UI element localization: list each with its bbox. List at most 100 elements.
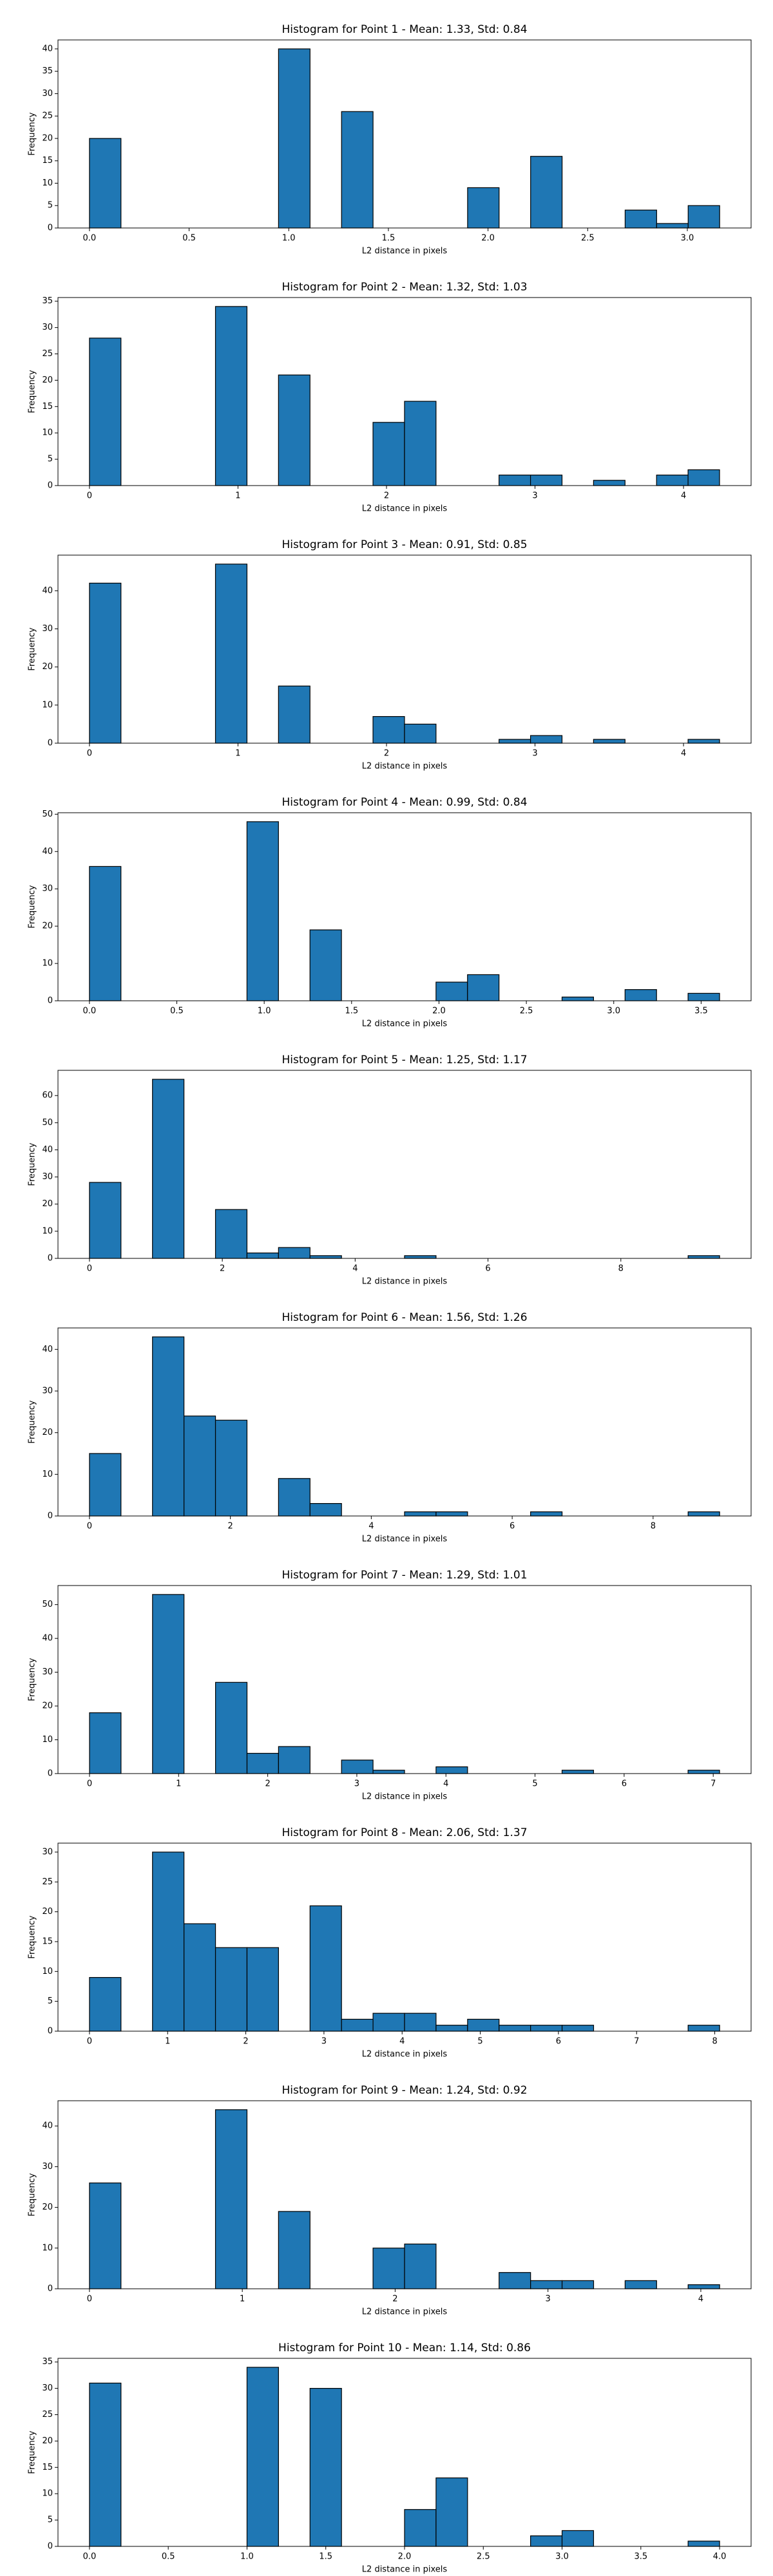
histogram-bar [89,582,122,744]
y-tick-label: 40 [42,1345,53,1354]
x-axis-label: L2 distance in pixels [362,1535,448,1544]
histogram-bar [89,1976,122,2032]
histogram-bar [215,306,248,486]
histogram-bar [89,1182,122,1259]
y-tick-label: 30 [42,1667,53,1677]
axes-frame [57,1585,752,1774]
histogram-bar [309,2388,342,2547]
y-tick-label: 50 [42,1118,53,1128]
histogram-panel: Histogram for Point 9 - Mean: 1.24, Std:… [28,2084,752,2317]
y-tick-label: 10 [42,1226,53,1236]
x-tick-label: 0 [87,2295,92,2304]
chart-title: Histogram for Point 6 - Mean: 1.56, Std:… [282,1311,527,1324]
x-tick-label: 0 [87,749,92,759]
x-tick-label: 8 [712,2037,717,2047]
y-axis-label: Frequency [28,1142,37,1186]
y-axis-label: Frequency [28,2173,37,2216]
x-tick-label: 0.5 [162,2552,175,2562]
histogram-bar [624,209,657,229]
histogram-bar [499,475,531,486]
x-tick-label: 4 [681,749,686,759]
y-tick-label: 15 [42,1937,53,1946]
x-tick-label: 1 [235,491,240,501]
x-axis-label: L2 distance in pixels [362,2565,448,2575]
x-tick-label: 2.0 [481,234,495,243]
x-tick-label: 2 [265,1779,270,1789]
y-tick-label: 40 [42,847,53,857]
y-tick-label: 35 [42,296,53,306]
y-tick-label: 25 [42,111,53,121]
histogram-bar [687,469,720,486]
y-tick-label: 5 [48,455,53,464]
histogram-bar [561,996,594,1001]
histogram-bar [687,992,720,1001]
y-tick-label: 0 [48,223,53,233]
histogram-bar [341,2018,374,2032]
histogram-bar [372,2012,405,2032]
histogram-bar [404,1255,437,1259]
histogram-bar [89,2183,122,2289]
y-tick-label: 40 [42,44,53,53]
histogram-bar [89,337,122,486]
histogram-bar [499,2272,531,2289]
x-axis-label: L2 distance in pixels [362,504,448,514]
axes-frame [57,297,752,486]
histogram-bar [215,2109,248,2289]
histogram-bar [530,735,563,744]
y-tick-label: 20 [42,2202,53,2212]
y-axis-label: Frequency [28,370,37,413]
histogram-bar [435,2025,468,2032]
histogram-bar [278,48,310,229]
x-tick-label: 3 [532,491,537,501]
histogram-bar [309,1502,342,1517]
histogram-bar [530,156,563,229]
histogram-bar [215,1947,248,2032]
histogram-bar [89,866,122,1001]
histogram-bar [530,2025,563,2032]
x-axis-label: L2 distance in pixels [362,2307,448,2317]
x-axis-label: L2 distance in pixels [362,1019,448,1029]
histogram-bar [89,138,122,229]
x-tick-label: 3.0 [681,234,694,243]
histogram-bar [530,475,563,486]
x-tick-label: 4 [698,2295,703,2304]
x-tick-label: 4 [399,2037,405,2047]
y-tick-label: 15 [42,402,53,412]
x-tick-label: 1 [235,749,240,759]
x-axis-label: L2 distance in pixels [362,247,448,256]
histogram-panel: Histogram for Point 1 - Mean: 1.33, Std:… [28,23,752,256]
y-tick-label: 20 [42,133,53,143]
x-tick-label: 3 [546,2295,551,2304]
histogram-bar [687,2284,720,2289]
chart-title: Histogram for Point 4 - Mean: 0.99, Std:… [282,796,527,809]
x-tick-label: 1 [176,1779,181,1789]
x-tick-label: 2.5 [520,1007,533,1016]
y-tick-label: 0 [48,739,53,748]
histogram-bar [309,929,342,1001]
histogram-bar [435,981,468,1001]
chart-title: Histogram for Point 2 - Mean: 1.32, Std:… [282,281,527,294]
histogram-bar [624,2280,657,2289]
y-tick-label: 25 [42,349,53,359]
y-tick-label: 35 [42,2357,53,2367]
x-tick-label: 2.0 [398,2552,412,2562]
histogram-bar [246,1947,279,2032]
histogram-panel: Histogram for Point 8 - Mean: 2.06, Std:… [28,1826,752,2060]
histogram-bar [467,187,500,229]
axes-frame [57,1327,752,1517]
histogram-bar [372,422,405,486]
axes-frame [57,1070,752,1259]
x-tick-label: 6 [622,1779,627,1789]
y-tick-label: 10 [42,2243,53,2253]
y-tick-label: 30 [42,884,53,894]
y-tick-label: 20 [42,662,53,672]
y-tick-label: 0 [48,481,53,491]
x-tick-label: 0.0 [82,1007,96,1016]
x-tick-label: 2 [384,491,389,501]
histogram-bar [341,1759,374,1774]
histogram-bar [624,989,657,1001]
y-tick-label: 40 [42,586,53,596]
histogram-bar [278,1478,310,1517]
histogram-bar [278,685,310,744]
x-axis-label: L2 distance in pixels [362,1792,448,1802]
